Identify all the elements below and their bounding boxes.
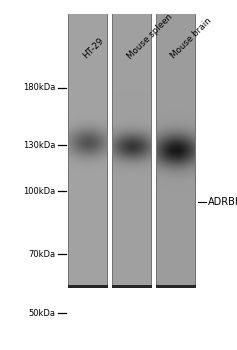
Text: Mouse spleen: Mouse spleen [125,12,174,61]
Text: HT-29: HT-29 [81,36,105,61]
Text: 100kDa: 100kDa [23,187,55,196]
Text: 70kDa: 70kDa [28,250,55,259]
Text: ADRBK1: ADRBK1 [208,197,237,207]
Text: 180kDa: 180kDa [23,83,55,92]
Text: 50kDa: 50kDa [28,309,55,318]
Text: 130kDa: 130kDa [23,141,55,149]
Text: Mouse brain: Mouse brain [169,16,214,61]
